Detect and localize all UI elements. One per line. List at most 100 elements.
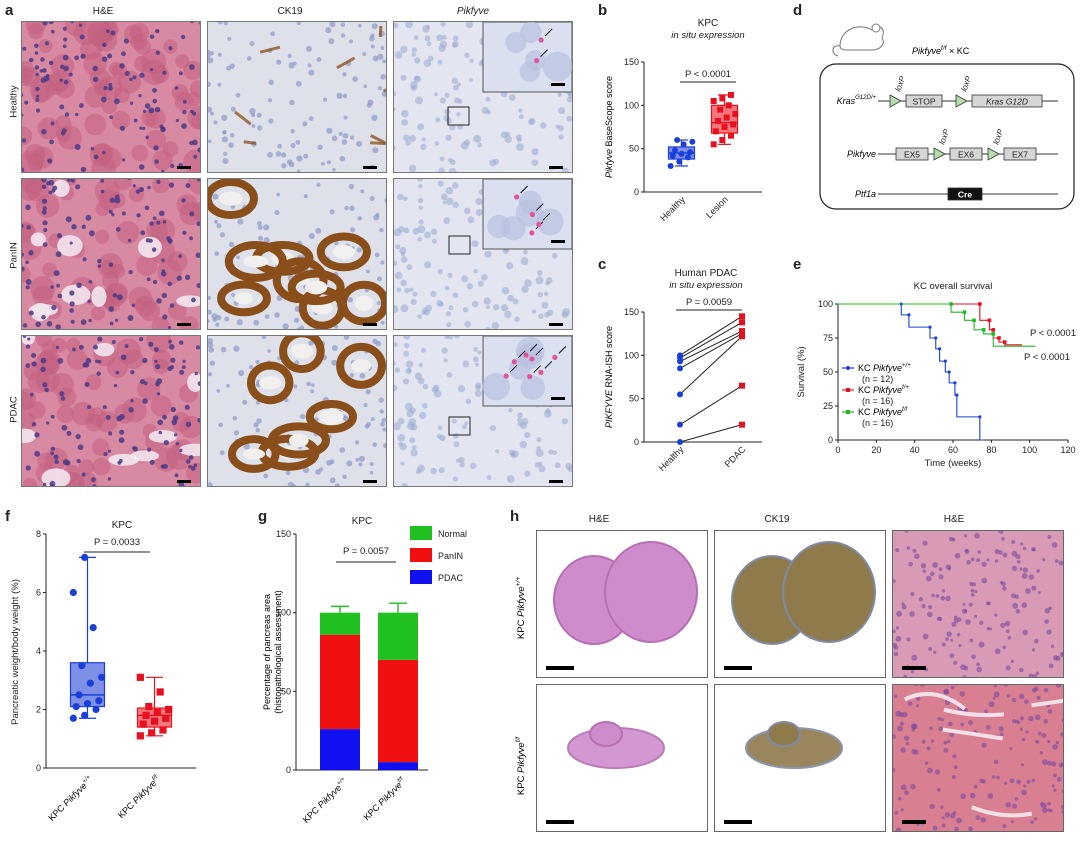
mouse-tail <box>832 45 841 57</box>
legend-swatch <box>410 570 432 584</box>
nucleus <box>993 691 1000 698</box>
nucleus <box>249 107 256 115</box>
nucleus <box>1048 663 1054 669</box>
nucleus <box>1022 629 1029 636</box>
nucleus <box>920 563 927 569</box>
scale-bar <box>902 666 926 670</box>
nucleus <box>374 252 380 258</box>
nucleus <box>464 320 472 328</box>
nucleus <box>365 389 371 395</box>
nucleus <box>1011 593 1016 599</box>
cell-blob <box>95 410 118 433</box>
nucleus <box>179 448 183 453</box>
lumen <box>91 286 107 308</box>
nucleus <box>397 193 404 201</box>
nucleus <box>938 574 944 580</box>
nucleus <box>162 70 167 76</box>
nucleus <box>188 464 192 469</box>
cell-blob <box>152 149 173 171</box>
data-point <box>677 439 683 445</box>
nucleus <box>170 357 176 363</box>
panel-letter-g: g <box>258 508 268 525</box>
nucleus <box>108 306 115 312</box>
ish-dot <box>503 373 509 379</box>
nucleus <box>950 685 955 690</box>
tile-ck-pdac <box>207 335 387 487</box>
nucleus <box>356 140 363 147</box>
nucleus <box>910 783 916 790</box>
nucleus <box>112 293 118 298</box>
nucleus <box>438 301 444 307</box>
nucleus <box>408 134 417 143</box>
nucleus <box>467 216 475 224</box>
nucleus <box>929 803 935 810</box>
nucleus <box>932 825 938 831</box>
tile-border <box>393 21 573 173</box>
nucleus <box>456 82 462 87</box>
nucleus <box>455 458 461 463</box>
nucleus <box>1011 565 1018 572</box>
nucleus <box>444 92 450 98</box>
scale-bar <box>724 666 752 670</box>
scale-bar <box>546 820 574 824</box>
nucleus <box>1037 590 1041 595</box>
nucleus <box>69 290 75 296</box>
nucleus <box>364 424 370 429</box>
nucleus <box>34 65 40 70</box>
nucleus <box>221 136 228 143</box>
nucleus <box>398 226 405 233</box>
nucleus <box>246 56 252 61</box>
nucleus <box>348 183 355 190</box>
ck19-duct <box>370 141 387 146</box>
nucleus <box>1012 719 1017 724</box>
gene-box-label: Kras G12D <box>986 97 1028 107</box>
nucleus <box>290 129 295 134</box>
nucleus <box>133 118 138 123</box>
nucleus <box>360 189 365 194</box>
scale-bar <box>177 323 191 326</box>
nucleus <box>451 418 457 424</box>
bar-segment-panin <box>378 659 418 763</box>
inset-nucleus <box>520 21 542 43</box>
nucleus <box>59 104 65 110</box>
y-tick-label: 50 <box>629 144 639 154</box>
nucleus <box>415 468 422 475</box>
nucleus <box>943 740 948 745</box>
cell-blob <box>32 285 54 306</box>
gene-box <box>1003 147 1037 161</box>
nucleus <box>960 664 966 670</box>
nucleus <box>80 166 87 173</box>
nucleus <box>910 670 915 674</box>
nucleus <box>473 134 482 143</box>
nucleus <box>138 164 145 170</box>
y-tick-label: 100 <box>624 100 639 110</box>
loxp-triangle-icon <box>987 147 1000 161</box>
nucleus <box>148 341 154 347</box>
tile-border <box>714 530 886 678</box>
p-value: P < 0.0001 <box>1030 328 1076 339</box>
nucleus <box>155 28 160 34</box>
cell-blob <box>139 300 161 322</box>
nucleus <box>929 726 933 731</box>
nucleus <box>132 184 136 188</box>
nucleus <box>41 178 47 183</box>
nucleus <box>267 151 273 158</box>
nucleus <box>158 210 165 217</box>
nucleus <box>417 225 426 234</box>
nucleus <box>323 97 328 102</box>
nucleus <box>394 271 403 280</box>
nucleus <box>146 277 151 282</box>
nucleus <box>156 179 161 185</box>
nucleus <box>214 251 220 256</box>
nucleus <box>88 318 92 323</box>
nucleus <box>31 361 37 367</box>
x-tick-label: 0 <box>835 445 840 455</box>
nucleus <box>157 419 164 426</box>
nucleus <box>1011 550 1018 557</box>
ck19-duct <box>259 45 281 54</box>
cell-blob <box>90 306 106 321</box>
nucleus <box>296 21 302 26</box>
nucleus <box>914 553 920 560</box>
nucleus <box>449 124 456 131</box>
nucleus <box>31 352 37 358</box>
